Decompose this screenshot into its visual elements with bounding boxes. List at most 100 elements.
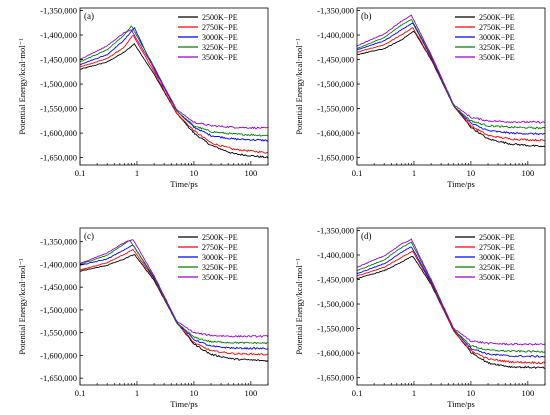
x-tick-label: 1 (412, 168, 416, 178)
x-axis-label: Time/ps (170, 179, 198, 189)
x-axis-label: Time/ps (170, 399, 198, 409)
panel-label: (a) (84, 11, 94, 21)
legend-label: 3500K−PE (202, 53, 238, 62)
y-tick-label: -1,400,000 (40, 259, 77, 269)
y-tick-label: -1,550,000 (40, 328, 77, 338)
series-line-2 (356, 250, 546, 365)
legend-label: 2500K−PE (202, 233, 238, 242)
y-tick-label: -1,350,000 (40, 237, 77, 247)
legend-label: 2500K−PE (202, 13, 238, 22)
y-tick-label: -1,400,000 (317, 30, 354, 40)
x-tick-label: 10 (467, 168, 476, 178)
y-axis-label: Potential Energy/kcal·mol⁻¹ (294, 258, 304, 355)
series-line-5 (356, 238, 546, 346)
legend-label: 2750K−PE (479, 23, 515, 32)
x-axis-label: Time/ps (447, 399, 475, 409)
y-tick-label: -1,650,000 (317, 153, 354, 163)
legend-label: 3000K−PE (479, 33, 515, 42)
x-tick-label: 0.1 (352, 388, 363, 398)
series-line-1 (80, 253, 269, 363)
x-tick-label: 100 (244, 388, 257, 398)
legend-label: 2500K−PE (479, 13, 515, 22)
series-line-4 (79, 240, 268, 345)
series-line-3 (356, 22, 546, 136)
x-tick-label: 0.1 (75, 168, 86, 178)
y-tick-label: -1,350,000 (317, 5, 354, 15)
x-tick-label: 100 (521, 388, 534, 398)
y-tick-label: -1,650,000 (40, 373, 77, 383)
x-tick-label: 0.1 (352, 168, 363, 178)
panel-2: -1,650,000 -1,600,000 -1,550,000 -1,500,000… (294, 5, 546, 189)
y-tick-label: -1,600,000 (317, 348, 354, 358)
legend-label: 2750K−PE (202, 243, 238, 252)
y-tick-label: -1,550,000 (317, 104, 354, 114)
legend-label: 3000K−PE (202, 33, 238, 42)
legend-label: 3500K−PE (202, 273, 238, 282)
y-tick-label: -1,350,000 (317, 225, 354, 235)
y-axis-label: Potential Energy/kcal·mol⁻¹ (17, 38, 27, 135)
y-tick-label: -1,650,000 (317, 373, 354, 383)
panel-label: (d) (361, 231, 372, 241)
series-line-1 (356, 30, 546, 148)
y-tick-label: -1,500,000 (40, 79, 77, 89)
y-tick-label: -1,500,000 (317, 299, 354, 309)
y-tick-label: -1,600,000 (40, 350, 77, 360)
legend-label: 3000K−PE (202, 253, 238, 262)
y-tick-label: -1,450,000 (317, 55, 354, 65)
x-tick-label: 0.1 (75, 388, 86, 398)
legend-label: 2750K−PE (202, 23, 238, 32)
y-tick-label: -1,550,000 (40, 104, 77, 114)
series-line-5 (356, 14, 546, 124)
series-line-3 (356, 246, 546, 358)
series-line-4 (79, 25, 269, 137)
legend-label: 3000K−PE (479, 253, 515, 262)
series-line-2 (356, 27, 546, 142)
x-tick-label: 1 (135, 388, 139, 398)
y-tick-label: -1,500,000 (317, 79, 354, 89)
y-tick-label: -1,550,000 (317, 324, 354, 334)
legend-label: 3250K−PE (202, 43, 238, 52)
y-tick-label: -1,350,000 (40, 5, 77, 15)
y-tick-label: -1,500,000 (40, 305, 77, 315)
legend-label: 2750K−PE (479, 243, 515, 252)
legend-label: 3500K−PE (479, 273, 515, 282)
panel-1: -1,650,000 -1,600,000 -1,550,000 -1,500,000… (17, 5, 269, 189)
series-line-5 (79, 239, 269, 338)
plot-frame (79, 227, 269, 386)
panel-3: -1,650,000 -1,600,000 -1,550,000 -1,500,000… (17, 227, 269, 409)
x-tick-label: 1 (135, 168, 139, 178)
legend-label: 3250K−PE (479, 43, 515, 52)
x-axis-label: Time/ps (447, 179, 475, 189)
y-tick-label: -1,600,000 (40, 128, 77, 138)
y-axis-label: Potential Energy/kcal·mol⁻¹ (17, 258, 27, 355)
legend-label: 3250K−PE (479, 263, 515, 272)
series-line-4 (356, 18, 546, 130)
panel-label: (c) (84, 231, 94, 241)
plot-frame (356, 7, 546, 166)
y-tick-label: -1,400,000 (40, 30, 77, 40)
y-tick-label: -1,450,000 (40, 282, 77, 292)
legend-label: 3500K−PE (479, 53, 515, 62)
series-line-2 (80, 34, 269, 154)
series-line-1 (80, 42, 269, 159)
series-line-3 (79, 244, 269, 350)
series-line-5 (79, 29, 269, 130)
y-tick-label: -1,400,000 (317, 250, 354, 260)
legend-label: 3250K−PE (202, 263, 238, 272)
x-tick-label: 10 (467, 388, 476, 398)
x-tick-label: 100 (521, 168, 534, 178)
y-tick-label: -1,600,000 (317, 128, 354, 138)
y-tick-label: -1,450,000 (40, 55, 77, 65)
y-axis-label: Potential Energy/kcal·mol⁻¹ (294, 38, 304, 135)
panel-4: -1,650,000 -1,600,000 -1,550,000 -1,500,000… (294, 225, 546, 409)
legend-label: 2500K−PE (479, 233, 515, 242)
x-tick-label: 10 (190, 388, 199, 398)
y-tick-label: -1,450,000 (317, 275, 354, 285)
plot-frame (79, 7, 269, 166)
x-tick-label: 100 (244, 168, 257, 178)
x-tick-label: 10 (190, 168, 199, 178)
panel-label: (b) (361, 11, 372, 21)
plot-frame (356, 227, 546, 386)
x-tick-label: 1 (412, 388, 416, 398)
